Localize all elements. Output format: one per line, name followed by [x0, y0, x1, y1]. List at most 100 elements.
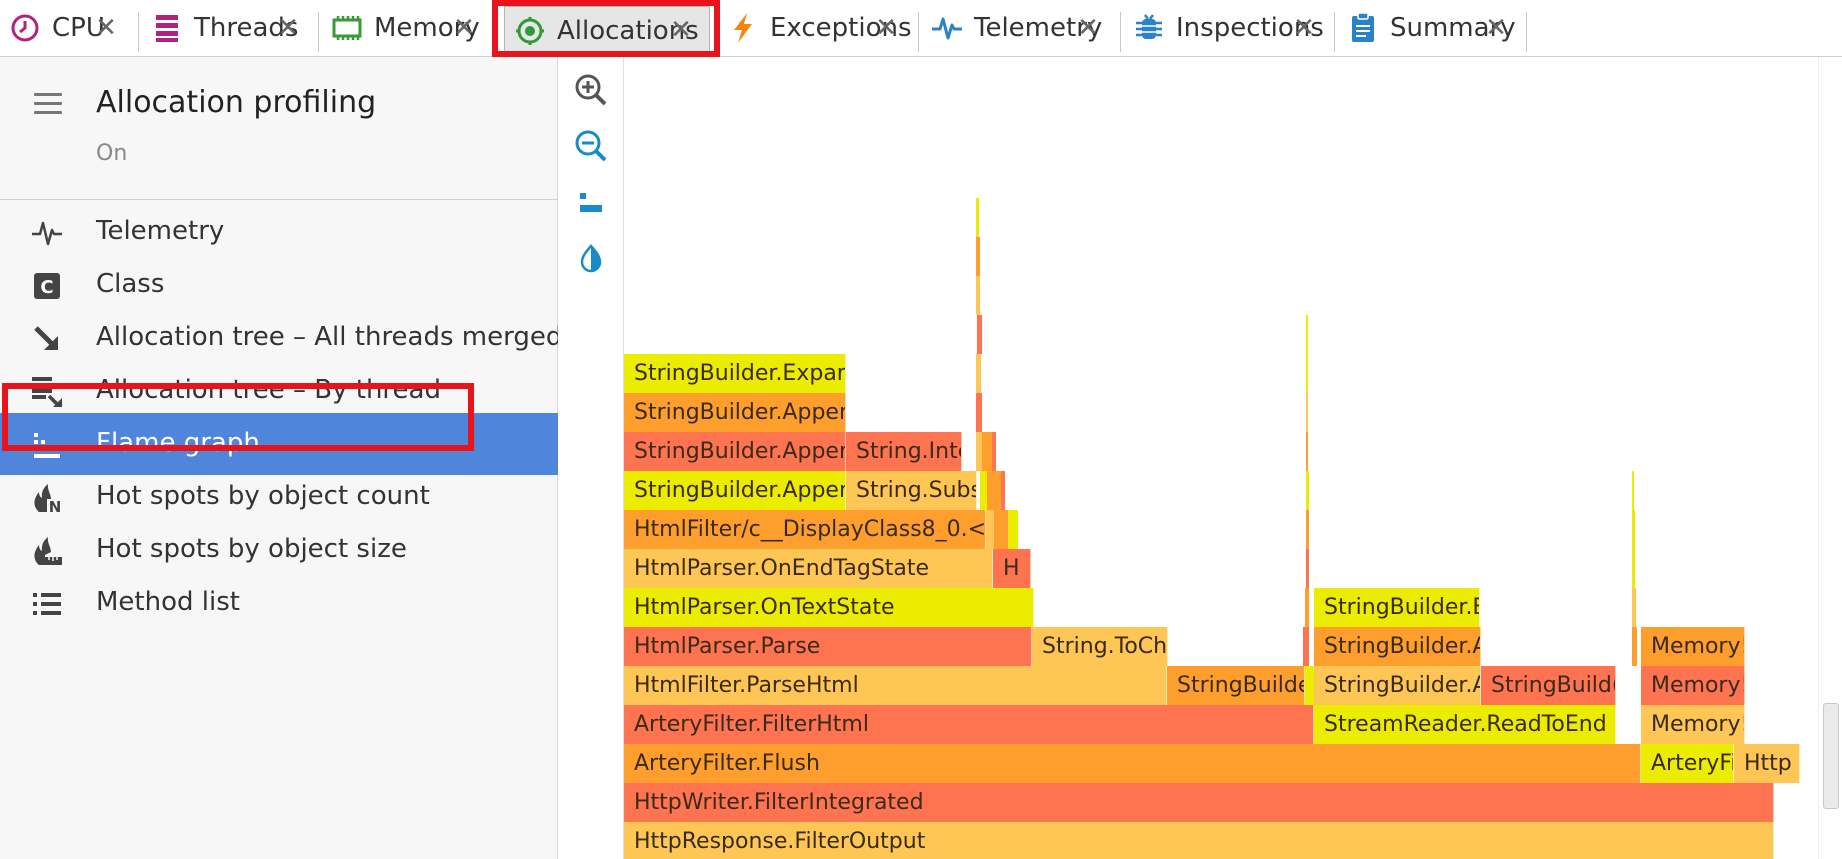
- sidebar: Allocation profiling On Telemetry C Clas…: [0, 57, 562, 859]
- sidebar-item-hot-spots-count[interactable]: N Hot spots by object count: [0, 466, 558, 528]
- flame-frame[interactable]: StringBuild(: [1481, 666, 1616, 705]
- sidebar-item-label: Allocation tree – By thread: [96, 375, 441, 405]
- tab-label: Memory: [374, 13, 480, 43]
- flame-graph-icon: [30, 428, 64, 462]
- sidebar-item-flame-graph[interactable]: Flame graph: [0, 413, 558, 475]
- flame-ruler-icon: [30, 534, 64, 568]
- contrast-icon[interactable]: [572, 239, 610, 277]
- flame-frame[interactable]: HtmlParser.OnTextState: [624, 588, 1034, 627]
- zoom-in-icon[interactable]: [572, 71, 610, 109]
- tab-summary[interactable]: Summary ✕: [1346, 0, 1524, 56]
- flame-n-icon: N: [30, 481, 64, 515]
- tab-exceptions[interactable]: Exceptions ✕: [726, 0, 914, 56]
- tab-label: Telemetry: [974, 13, 1103, 43]
- scrollbar-thumb[interactable]: [1823, 703, 1839, 809]
- tab-label: Inspections: [1176, 13, 1324, 43]
- sidebar-item-hot-spots-size[interactable]: Hot spots by object size: [0, 519, 558, 581]
- flame-frame[interactable]: HtmlFilter/c__DisplayClass8_0.<Pa: [624, 510, 986, 549]
- sidebar-item-label: Flame graph: [96, 428, 260, 458]
- tab-memory[interactable]: Memory ✕: [330, 0, 492, 56]
- flame-frame[interactable]: StringBuilder.Appen: [624, 393, 846, 432]
- svg-text:N: N: [49, 498, 62, 514]
- flame-frame[interactable]: StringBuilde: [1167, 666, 1305, 705]
- flame-frame[interactable]: HtmlFilter.ParseHtml: [624, 666, 1167, 705]
- hamburger-menu-icon[interactable]: [34, 93, 62, 115]
- flame-frame[interactable]: HtmlParser.OnEndTagState: [624, 549, 993, 588]
- flame-frame[interactable]: StringBuilder.Expanc: [624, 354, 846, 393]
- pulse-icon: [930, 11, 964, 45]
- flame-frame[interactable]: Memory!: [1641, 705, 1745, 744]
- vertical-scrollbar[interactable]: [1818, 57, 1842, 859]
- sidebar-item-label: Method list: [96, 587, 240, 617]
- flame-frame[interactable]: H: [993, 549, 1031, 588]
- sidebar-item-class[interactable]: C Class: [0, 254, 558, 316]
- tab-inspections[interactable]: Inspections ✕: [1132, 0, 1332, 56]
- sidebar-title: Allocation profiling: [96, 85, 377, 120]
- tab-label: Summary: [1390, 13, 1516, 43]
- flame-frame[interactable]: StringBuilder.Appen: [624, 471, 846, 510]
- tab-bar: CPU ✕ Threads ✕ Memory ✕ Allocations ✕ E…: [0, 0, 1842, 57]
- clipboard-icon: [1346, 11, 1380, 45]
- tab-cpu[interactable]: CPU ✕: [8, 0, 134, 56]
- close-icon[interactable]: ✕: [875, 13, 897, 43]
- sidebar-item-telemetry[interactable]: Telemetry: [0, 201, 558, 263]
- lightning-icon: [726, 11, 760, 45]
- thread-tree-icon: [30, 375, 64, 409]
- sidebar-item-label: Telemetry: [96, 216, 225, 246]
- arrow-down-right-icon: [30, 322, 64, 356]
- svg-text:C: C: [40, 277, 53, 298]
- list-icon: [30, 587, 64, 621]
- flame-frame[interactable]: ArteryFilter.FilterHtml: [624, 705, 1314, 744]
- flame-frame[interactable]: StringBuilder.A: [1314, 627, 1481, 666]
- flame-graph[interactable]: HttpResponse.FilterOutput HttpWriter.Fil…: [624, 57, 1818, 859]
- flame-toolbar: [558, 57, 624, 859]
- close-icon[interactable]: ✕: [1077, 13, 1099, 43]
- flame-frame[interactable]: StringBuilder.E: [1314, 588, 1480, 627]
- threads-icon: [150, 11, 184, 45]
- tab-label: CPU: [52, 13, 105, 43]
- flame-frame[interactable]: Memory!: [1641, 666, 1745, 705]
- tab-allocations[interactable]: Allocations ✕: [504, 6, 710, 56]
- close-icon[interactable]: ✕: [277, 13, 299, 43]
- sidebar-item-allocation-tree-by-thread[interactable]: Allocation tree – By thread: [0, 360, 558, 422]
- sidebar-item-allocation-tree-merged[interactable]: Allocation tree – All threads merged: [0, 307, 562, 369]
- sidebar-item-method-list[interactable]: Method list: [0, 572, 558, 634]
- sidebar-item-label: Class: [96, 269, 165, 299]
- sidebar-item-label: Hot spots by object size: [96, 534, 407, 564]
- close-icon[interactable]: ✕: [1293, 13, 1315, 43]
- flame-frame[interactable]: HttpResponse.FilterOutput: [624, 822, 1774, 859]
- flame-frame[interactable]: ArteryFilter.Flush: [624, 744, 1641, 783]
- flame-frame[interactable]: Http: [1734, 744, 1800, 783]
- flame-frame[interactable]: StringBuilder.A: [1314, 666, 1481, 705]
- tab-label: Exceptions: [770, 13, 912, 43]
- close-icon[interactable]: ✕: [1485, 13, 1507, 43]
- flame-frame[interactable]: HttpWriter.FilterIntegrated: [624, 783, 1774, 822]
- sidebar-item-label: Hot spots by object count: [96, 481, 430, 511]
- pulse-icon: [30, 216, 64, 250]
- tab-telemetry[interactable]: Telemetry ✕: [930, 0, 1116, 56]
- flame-frame[interactable]: String.Inter: [846, 432, 962, 471]
- flame-frame[interactable]: String.ToCh: [1032, 627, 1168, 666]
- tab-label: Allocations: [557, 16, 699, 46]
- tab-threads[interactable]: Threads ✕: [150, 0, 316, 56]
- flame-frame[interactable]: HtmlParser.Parse: [624, 627, 1032, 666]
- bug-icon: [1132, 11, 1166, 45]
- close-icon[interactable]: ✕: [95, 13, 117, 43]
- class-c-icon: C: [30, 269, 64, 303]
- flame-frame[interactable]: StringBuilder.Appen: [624, 432, 846, 471]
- cpu-clock-icon: [8, 11, 42, 45]
- flame-toggle-icon[interactable]: [572, 183, 610, 221]
- tab-label: Threads: [194, 13, 299, 43]
- allocations-icon: [513, 14, 547, 48]
- flame-frame[interactable]: StreamReader.ReadToEnd: [1314, 705, 1616, 744]
- sidebar-item-label: Allocation tree – All threads merged: [96, 322, 563, 352]
- sidebar-status: On: [96, 141, 128, 166]
- flame-frame[interactable]: Memory!: [1641, 627, 1745, 666]
- flame-frame[interactable]: String.Subs: [846, 471, 977, 510]
- close-icon[interactable]: ✕: [453, 13, 475, 43]
- zoom-out-icon[interactable]: [572, 127, 610, 165]
- close-icon[interactable]: ✕: [670, 15, 692, 45]
- flame-frame[interactable]: ArteryFil: [1641, 744, 1734, 783]
- memory-chip-icon: [330, 11, 364, 45]
- sidebar-header: Allocation profiling On: [0, 57, 558, 200]
